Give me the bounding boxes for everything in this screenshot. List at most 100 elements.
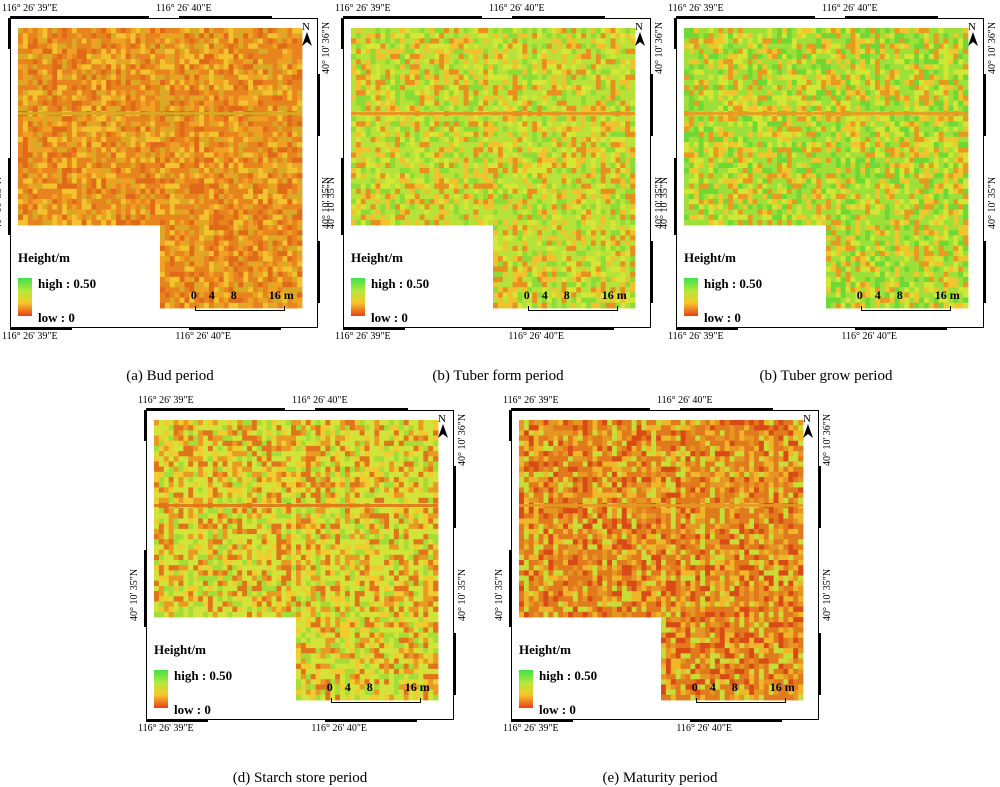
scale-label-t1: 4	[875, 288, 881, 303]
coord-left-mid: 40° 10' 35"N	[327, 177, 337, 229]
scale-bar	[331, 698, 421, 703]
frame-segment	[818, 466, 821, 528]
coord-bottom-mid: 116° 26' 40"E	[311, 724, 367, 734]
frame-segment	[317, 241, 320, 303]
coord-top-left: 116° 26' 39"E	[335, 4, 391, 14]
scale-bar	[528, 306, 618, 311]
legend-title: Height/m	[684, 250, 736, 266]
coord-right-top: 40° 10' 36"N	[458, 414, 468, 466]
frame-segment	[144, 410, 147, 441]
frame-segment	[179, 16, 271, 19]
coord-top-left: 116° 26' 39"E	[668, 4, 724, 14]
scale-label-t1: 4	[345, 680, 351, 695]
north-label: N	[635, 22, 643, 33]
scale-label-t0: 0	[524, 288, 530, 303]
legend-high-label: high : 0.50	[371, 276, 429, 292]
coord-bottom-left: 116° 26' 39"E	[335, 332, 391, 342]
frame-segment	[855, 327, 947, 330]
coord-right-top: 40° 10' 36"N	[823, 414, 833, 466]
legend-color-ramp	[519, 670, 533, 708]
frame-segment	[511, 408, 650, 411]
coord-bottom-left: 116° 26' 39"E	[138, 724, 194, 734]
scale-label-t2: 8	[367, 680, 373, 695]
frame-segment	[680, 408, 772, 411]
legend-color-ramp	[154, 670, 168, 708]
legend-low-label: low : 0	[539, 702, 576, 718]
north-label: N	[803, 414, 811, 425]
coord-bottom-mid: 116° 26' 40"E	[841, 332, 897, 342]
frame-segment	[983, 241, 986, 303]
frame-segment	[146, 719, 208, 722]
scale-label-t1: 4	[542, 288, 548, 303]
frame-segment	[144, 550, 147, 628]
legend-high-label: high : 0.50	[174, 668, 232, 684]
legend-low-label: low : 0	[704, 310, 741, 326]
coord-right-top: 40° 10' 36"N	[322, 22, 332, 74]
coord-left-mid: 40° 10' 35"N	[495, 569, 505, 621]
scale-label-t0: 0	[327, 680, 333, 695]
scale-bar	[195, 306, 285, 311]
coord-right-top: 40° 10' 36"N	[988, 22, 998, 74]
coord-right-top: 40° 10' 36"N	[655, 22, 665, 74]
frame-segment	[674, 158, 677, 236]
frame-segment	[650, 74, 653, 136]
coord-bottom-left: 116° 26' 39"E	[668, 332, 724, 342]
panel-caption: (b) Tuber grow period	[760, 368, 893, 385]
scale-label-t2: 8	[564, 288, 570, 303]
scale-label-t1: 4	[209, 288, 215, 303]
frame-segment	[818, 633, 821, 695]
frame-segment	[10, 327, 72, 330]
frame-segment	[509, 550, 512, 628]
coord-top-left: 116° 26' 39"E	[2, 4, 58, 14]
frame-segment	[343, 16, 482, 19]
scale-label-t3: 16 m	[269, 288, 294, 303]
scale-label-t0: 0	[692, 680, 698, 695]
legend-low-label: low : 0	[174, 702, 211, 718]
frame-segment	[845, 16, 937, 19]
coord-right-mid: 40° 10' 35"N	[823, 569, 833, 621]
frame-segment	[453, 466, 456, 528]
frame-segment	[325, 719, 417, 722]
scale-label-t2: 8	[732, 680, 738, 695]
legend-title: Height/m	[351, 250, 403, 266]
legend-low-label: low : 0	[38, 310, 75, 326]
legend-color-ramp	[351, 278, 365, 316]
legend-color-ramp	[684, 278, 698, 316]
legend-title: Height/m	[519, 642, 571, 658]
coord-bottom-mid: 116° 26' 40"E	[508, 332, 564, 342]
panel-caption: (b) Tuber form period	[432, 368, 563, 385]
coord-top-mid: 116° 26' 40"E	[822, 4, 878, 14]
coord-right-mid: 40° 10' 35"N	[988, 177, 998, 229]
scale-label-t0: 0	[191, 288, 197, 303]
frame-segment	[343, 327, 405, 330]
frame-segment	[317, 74, 320, 136]
coord-bottom-left: 116° 26' 39"E	[2, 332, 58, 342]
frame-segment	[983, 74, 986, 136]
scale-bar	[696, 698, 786, 703]
coord-left-mid: 40° 10' 35"N	[660, 177, 670, 229]
frame-segment	[512, 16, 604, 19]
frame-segment	[690, 719, 782, 722]
legend-low-label: low : 0	[371, 310, 408, 326]
coord-right-mid: 40° 10' 35"N	[458, 569, 468, 621]
scale-label-t1: 4	[710, 680, 716, 695]
frame-segment	[509, 410, 512, 441]
scale-label-t3: 16 m	[935, 288, 960, 303]
frame-segment	[341, 18, 344, 49]
frame-segment	[341, 158, 344, 236]
frame-segment	[676, 16, 815, 19]
coord-top-mid: 116° 26' 40"E	[489, 4, 545, 14]
coord-top-mid: 116° 26' 40"E	[156, 4, 212, 14]
frame-segment	[146, 408, 285, 411]
coord-top-mid: 116° 26' 40"E	[292, 396, 348, 406]
coord-bottom-mid: 116° 26' 40"E	[676, 724, 732, 734]
coord-left-mid: 40° 10' 35"N	[0, 177, 4, 229]
coord-top-left: 116° 26' 39"E	[138, 396, 194, 406]
scale-label-t2: 8	[231, 288, 237, 303]
legend-title: Height/m	[154, 642, 206, 658]
coord-left-mid: 40° 10' 35"N	[130, 569, 140, 621]
